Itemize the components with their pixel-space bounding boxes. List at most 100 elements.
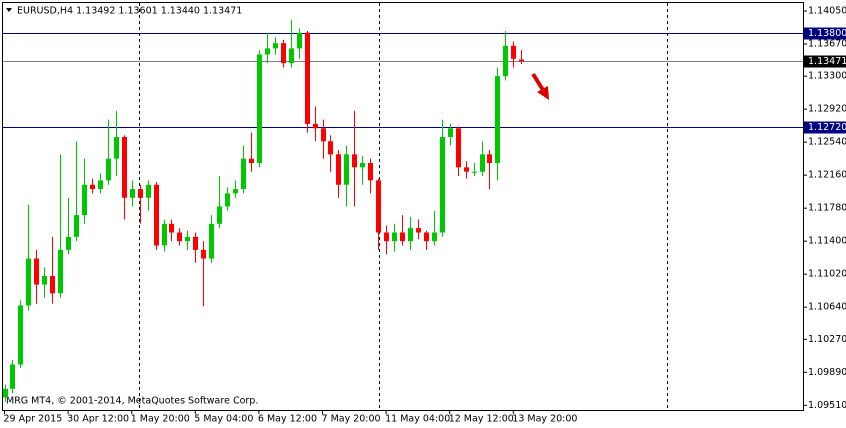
candle-body <box>10 364 15 389</box>
candle-body <box>384 232 389 242</box>
candle-body <box>154 184 159 246</box>
x-tick-label: 13 May 20:00 <box>512 414 577 425</box>
candle-body <box>26 258 31 306</box>
candle-body <box>273 43 278 49</box>
candle-body <box>368 163 373 181</box>
y-tick-label: 1.10270 <box>808 334 846 345</box>
y-tick-label: 1.12540 <box>808 137 846 148</box>
candle-body <box>297 32 302 49</box>
copyright: MRG MT4, © 2001-2014, MetaQuotes Softwar… <box>6 396 258 407</box>
candle-body <box>456 128 461 168</box>
x-tick-label: 30 Apr 12:00 <box>67 414 129 425</box>
candle-body <box>265 48 270 55</box>
y-tick-label: 1.11020 <box>808 269 846 280</box>
candle-body <box>50 275 55 294</box>
candle-body <box>177 232 182 242</box>
candle-body <box>217 206 222 224</box>
candle-body <box>98 180 103 190</box>
candle-body <box>146 184 151 198</box>
candle-body <box>249 158 254 164</box>
plot-frame <box>2 2 804 411</box>
x-tick-label: 29 Apr 2015 <box>4 414 63 425</box>
x-tick-label: 7 May 20:00 <box>322 414 381 425</box>
candle-body <box>344 154 349 185</box>
candle-body <box>74 215 79 237</box>
chart-header: EURUSD,H4 1.13492 1.13601 1.13440 1.1347… <box>17 6 242 17</box>
candle-body <box>233 189 238 194</box>
candle-body <box>305 32 310 124</box>
y-tick-label: 1.10640 <box>808 302 846 313</box>
price-label-box <box>804 121 846 134</box>
price-label: 1.13471 <box>808 56 846 67</box>
candle-body <box>336 154 341 185</box>
y-tick-label: 1.09890 <box>808 367 846 378</box>
candle-body <box>376 180 381 233</box>
x-tick-label: 12 May 12:00 <box>449 414 514 425</box>
price-label: 1.12720 <box>808 122 846 133</box>
candle-body <box>519 59 524 62</box>
x-tick-label: 11 May 04:00 <box>385 414 450 425</box>
menu-arrow[interactable] <box>6 8 12 12</box>
candle-body <box>503 45 508 77</box>
y-tick-label: 1.11780 <box>808 203 846 214</box>
y-tick-label: 1.12920 <box>808 104 846 115</box>
x-tick-label: 6 May 12:00 <box>258 414 317 425</box>
candle-body <box>289 48 294 64</box>
candle-body <box>392 232 397 242</box>
x-tick-label: 1 May 20:00 <box>131 414 190 425</box>
candle-body <box>3 388 8 398</box>
candle-body <box>328 141 333 155</box>
candle-body <box>480 154 485 172</box>
y-tick-label: 1.12160 <box>808 170 846 181</box>
y-tick-label: 1.13670 <box>808 39 846 50</box>
candle-body <box>281 43 286 64</box>
candle-body <box>34 258 39 285</box>
candle-body <box>511 45 516 59</box>
candle-body <box>448 128 453 137</box>
y-tick-label: 1.11400 <box>808 236 846 247</box>
candle-body <box>487 154 492 164</box>
candle-body <box>241 158 246 190</box>
candle-body <box>66 236 71 250</box>
candle-body <box>464 167 469 172</box>
price-label-box <box>804 55 846 68</box>
candle-body <box>408 228 413 242</box>
candle-body <box>106 158 111 181</box>
y-tick-label: 1.13300 <box>808 71 846 82</box>
candle-body <box>424 232 429 242</box>
candle-body <box>432 232 437 242</box>
candle-body <box>313 123 318 129</box>
price-label: 1.13800 <box>808 28 846 39</box>
candle-body <box>130 189 135 198</box>
candle-body <box>122 136 127 198</box>
candle-body <box>162 223 167 246</box>
candle-body <box>58 249 63 294</box>
price-label-box <box>804 27 846 40</box>
candle-body <box>169 223 174 233</box>
signal-arrow <box>531 72 549 100</box>
candle-body <box>114 136 119 159</box>
candle-body <box>90 184 95 190</box>
candle-body <box>360 163 365 168</box>
candle-body <box>321 128 326 142</box>
candle-body <box>472 171 477 173</box>
candle-body <box>440 136 445 233</box>
candle-body <box>193 236 198 250</box>
candle-body <box>201 249 206 259</box>
candle-body <box>416 228 421 233</box>
candle-body <box>257 54 262 164</box>
candle-body <box>185 236 190 242</box>
candle-body <box>495 76 500 164</box>
candle-body <box>42 275 47 285</box>
candle-body <box>138 189 143 198</box>
y-tick-label: 1.09510 <box>808 400 846 411</box>
candle-body <box>82 184 87 216</box>
candle-body <box>225 193 230 207</box>
x-tick-label: 5 May 04:00 <box>194 414 253 425</box>
y-tick-label: 1.14050 <box>808 6 846 17</box>
candle-body <box>352 154 357 168</box>
candle-body <box>400 232 405 242</box>
candle-body <box>209 223 214 259</box>
candle-body <box>18 305 23 365</box>
